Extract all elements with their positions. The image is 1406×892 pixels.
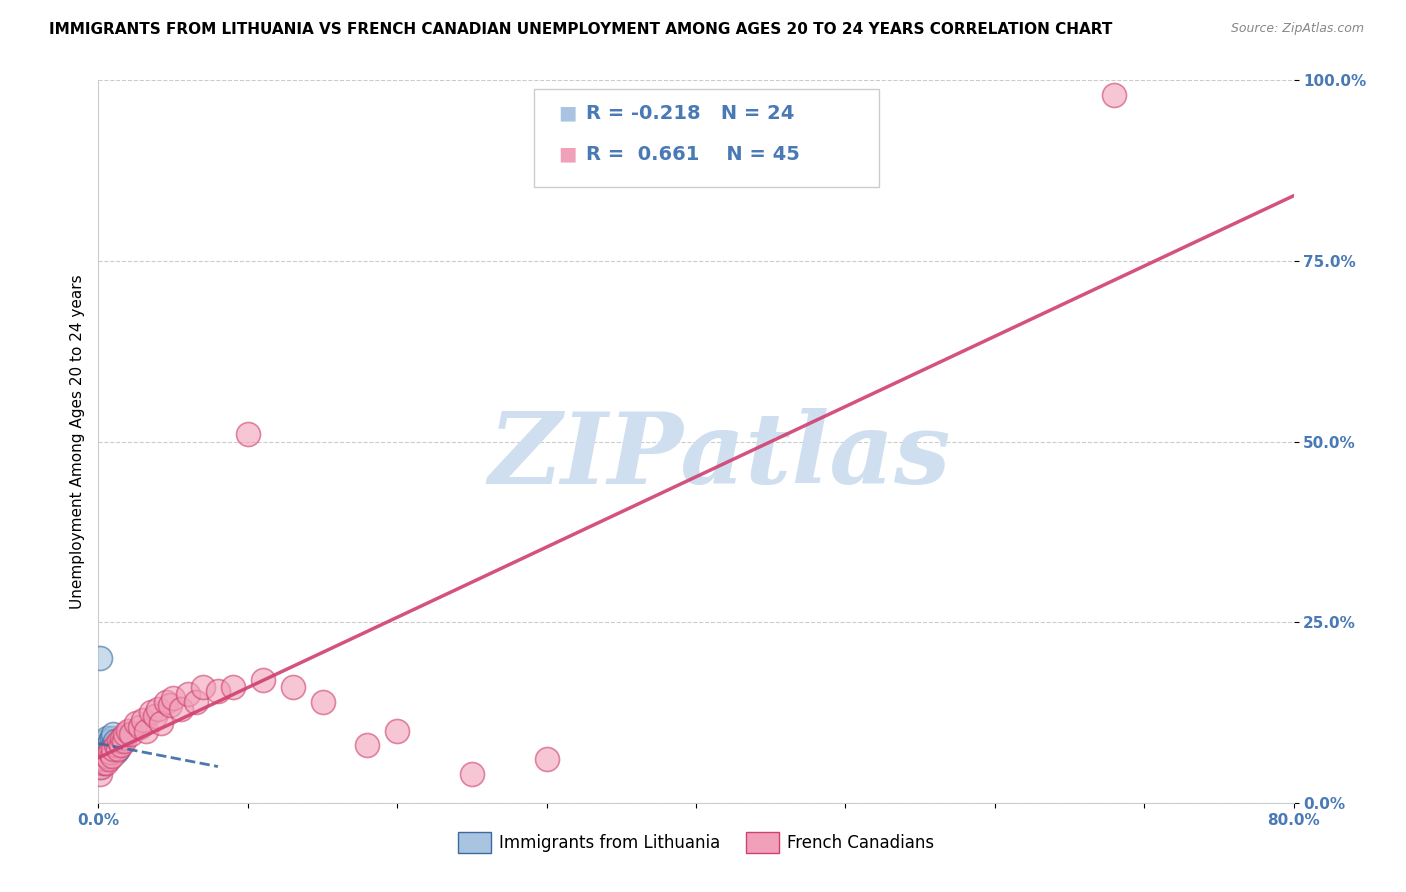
- Point: [162, 691, 184, 706]
- Point: [125, 716, 148, 731]
- Point: [93, 738, 115, 752]
- Point: [91, 745, 114, 759]
- Point: [536, 752, 558, 766]
- Point: [111, 731, 134, 745]
- Point: [101, 731, 124, 745]
- Point: [108, 734, 131, 748]
- Text: ■: ■: [558, 145, 576, 164]
- Point: [129, 720, 152, 734]
- Point: [103, 738, 125, 752]
- Point: [236, 427, 259, 442]
- Point: [159, 698, 181, 713]
- Point: [107, 741, 129, 756]
- Legend: Immigrants from Lithuania, French Canadians: Immigrants from Lithuania, French Canadi…: [451, 826, 941, 860]
- Point: [252, 673, 274, 687]
- Point: [94, 756, 117, 770]
- Point: [150, 716, 173, 731]
- Point: [108, 738, 131, 752]
- Point: [148, 702, 170, 716]
- Y-axis label: Unemployment Among Ages 20 to 24 years: Unemployment Among Ages 20 to 24 years: [69, 274, 84, 609]
- Point: [98, 734, 122, 748]
- Point: [135, 723, 157, 738]
- Point: [385, 723, 409, 738]
- Text: R = -0.218   N = 24: R = -0.218 N = 24: [586, 103, 794, 123]
- Point: [93, 752, 115, 766]
- Point: [91, 741, 114, 756]
- Point: [114, 727, 136, 741]
- Point: [177, 687, 200, 701]
- Point: [207, 683, 229, 698]
- Point: [222, 680, 245, 694]
- Point: [90, 760, 112, 774]
- Point: [120, 727, 142, 741]
- Point: [169, 702, 191, 716]
- Point: [105, 745, 128, 759]
- Point: [91, 756, 114, 770]
- Point: [93, 752, 115, 766]
- Point: [155, 695, 177, 709]
- Point: [101, 748, 124, 763]
- Point: [356, 738, 378, 752]
- Point: [143, 709, 166, 723]
- Point: [97, 752, 120, 766]
- Point: [90, 752, 112, 766]
- Text: Source: ZipAtlas.com: Source: ZipAtlas.com: [1230, 22, 1364, 36]
- Point: [103, 727, 125, 741]
- Point: [139, 706, 162, 720]
- Point: [91, 756, 114, 770]
- Point: [96, 748, 118, 763]
- Point: [191, 680, 214, 694]
- Text: IMMIGRANTS FROM LITHUANIA VS FRENCH CANADIAN UNEMPLOYMENT AMONG AGES 20 TO 24 YE: IMMIGRANTS FROM LITHUANIA VS FRENCH CANA…: [49, 22, 1112, 37]
- Text: ■: ■: [558, 103, 576, 123]
- Point: [98, 745, 122, 759]
- Point: [281, 680, 304, 694]
- Point: [105, 738, 128, 752]
- Point: [461, 767, 484, 781]
- Text: R =  0.661    N = 45: R = 0.661 N = 45: [586, 145, 800, 164]
- Point: [97, 741, 120, 756]
- Point: [112, 734, 135, 748]
- Point: [98, 745, 122, 759]
- Point: [89, 767, 111, 781]
- Text: ZIPatlas: ZIPatlas: [489, 408, 950, 504]
- Point: [311, 695, 333, 709]
- Point: [132, 713, 155, 727]
- Point: [97, 738, 120, 752]
- Point: [89, 760, 111, 774]
- Point: [184, 695, 207, 709]
- Point: [89, 651, 111, 665]
- Point: [104, 734, 127, 748]
- Point: [1104, 87, 1126, 102]
- Point: [103, 741, 125, 756]
- Point: [96, 748, 118, 763]
- Point: [90, 748, 112, 763]
- Point: [96, 731, 118, 745]
- Point: [94, 734, 117, 748]
- Point: [117, 723, 139, 738]
- Point: [94, 745, 117, 759]
- Point: [107, 741, 129, 756]
- Point: [110, 738, 132, 752]
